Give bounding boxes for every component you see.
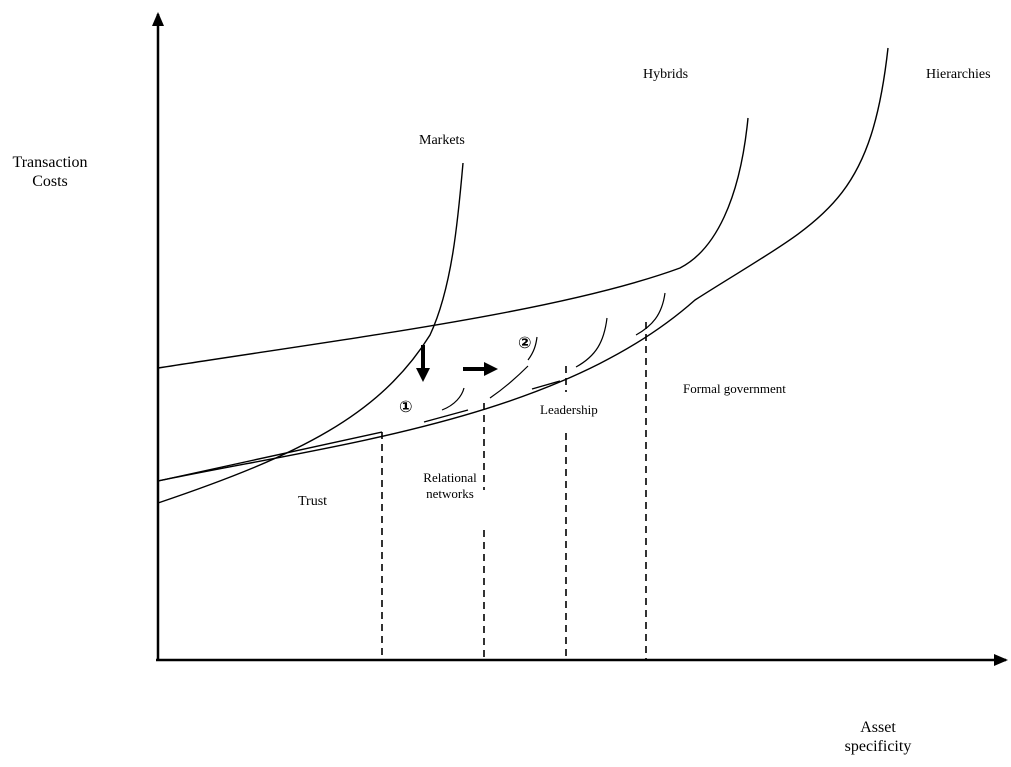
branch-curve-4 — [575, 317, 608, 368]
x-axis-label-line2: specificity — [844, 738, 912, 756]
hierarchies-label: Hierarchies — [926, 67, 991, 82]
markets-curve — [157, 162, 464, 504]
y-axis-label: Transaction Costs — [8, 153, 92, 191]
branch-curve-3 — [527, 336, 538, 361]
relational-label-line1: Relational — [423, 470, 477, 485]
branch-curve-2 — [489, 365, 529, 399]
formal-government-label: Formal government — [683, 381, 786, 396]
markets-label: Markets — [419, 133, 465, 148]
trust-line — [157, 431, 383, 482]
hierarchies-curve — [157, 47, 889, 482]
branch-curve-1 — [441, 387, 465, 411]
marker-one: ① — [399, 397, 413, 416]
break-tick — [531, 380, 561, 390]
marker-two: ② — [518, 333, 532, 352]
trust-label: Trust — [298, 494, 328, 509]
hybrids-curve — [157, 117, 749, 369]
branch-curve-5 — [635, 292, 666, 336]
y-axis-label-line2: Costs — [32, 173, 68, 191]
relational-networks-label: Relational networks — [408, 470, 492, 501]
relational-label-line2: networks — [426, 485, 474, 501]
x-axis-label: Asset specificity — [836, 718, 920, 756]
hybrids-label: Hybrids — [643, 67, 689, 82]
relational-base-line — [423, 409, 469, 423]
y-axis-label-line1: Transaction — [12, 154, 88, 171]
x-axis-label-line1: Asset — [860, 719, 896, 736]
leadership-label: Leadership — [540, 402, 598, 417]
